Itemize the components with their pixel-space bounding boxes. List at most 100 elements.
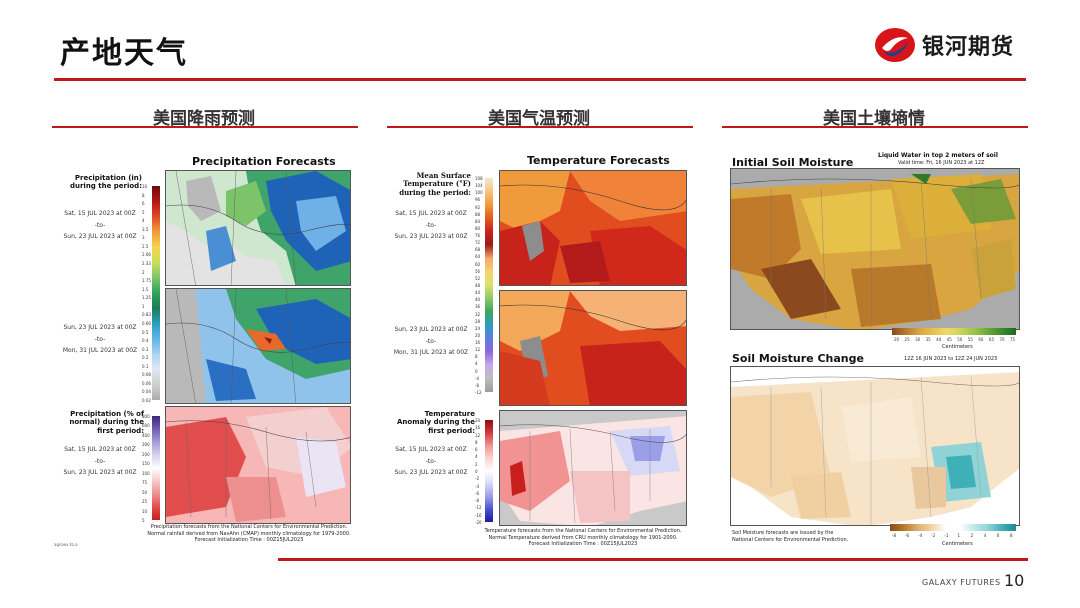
date-sep: -to-: [425, 457, 437, 465]
footer-brand: GALAXY FUTURES: [922, 578, 1001, 587]
colorbar-tick-label: -4: [918, 533, 923, 538]
company-logo: 银河期货: [874, 26, 1014, 64]
colorbar-tick-label: 20: [475, 332, 481, 338]
soil-footnote: Soil Moisture forecasts are issued by th…: [732, 530, 848, 543]
colorbar-tick-label: 44: [475, 290, 481, 296]
temp-anomaly-colorbar: [485, 420, 493, 522]
colorbar-tick-label: 600: [142, 423, 150, 429]
colorbar-tick-label: -16: [475, 512, 482, 518]
colorbar-tick-label: 5: [142, 518, 145, 523]
soil-valid-change: 12Z 16 JUN 2023 to 12Z 24 JUN 2023: [904, 356, 998, 362]
colorbar-tick-label: 0.02: [142, 398, 151, 403]
colorbar-tick-label: -8: [892, 533, 896, 538]
date-end: Mon, 31 JUL 2023 at 00Z: [62, 347, 138, 354]
precip-map-week2: [165, 288, 351, 404]
colorbar-tick-label: 8: [475, 439, 478, 445]
soil-map-change: [730, 366, 1020, 526]
colorbar-tick-label: 32: [475, 311, 481, 317]
colorbar-tick-label: 88: [475, 211, 481, 217]
colorbar-tick-label: 5: [142, 209, 145, 215]
date-end: Sun, 23 JUL 2023 at 00Z: [63, 233, 137, 240]
colorbar-tick-label: 2.33: [142, 261, 151, 267]
colorbar-tick-label: 0: [475, 469, 478, 474]
colorbar-tick-label: 72: [475, 240, 481, 246]
soil-title-change: Soil Moisture Change: [732, 352, 864, 365]
temp-period3: Sat, 15 JUL 2023 at 00Z -to- Sun, 23 JUL…: [389, 446, 473, 477]
colorbar-tick-label: 68: [475, 247, 481, 253]
colorbar-tick-label: 64: [475, 254, 481, 260]
column-divider-precip: [52, 126, 358, 128]
colorbar-tick-label: 36: [475, 304, 481, 310]
colorbar-tick-label: 0.1: [142, 363, 149, 369]
colorbar-tick-label: 3.5: [142, 226, 149, 232]
colorbar-tick-label: 12: [475, 347, 481, 353]
precip-period3: Sat, 15 JUL 2023 at 00Z -to- Sun, 23 JUL…: [58, 446, 142, 477]
colorbar-tick-label: 4: [475, 361, 478, 367]
temp-period2: Sun, 23 JUL 2023 at 00Z -to- Mon, 31 JUL…: [389, 326, 473, 357]
date-start: Sun, 23 JUL 2023 at 00Z: [63, 324, 137, 331]
footnote-line: Normal rainfall derived from NavAhn (CMA…: [147, 530, 351, 537]
footnote-line: Precipitation forecasts from the Nationa…: [150, 524, 348, 530]
colorbar-tick-label: 0: [475, 368, 478, 374]
colorbar-tick-label: 20: [894, 337, 900, 342]
colorbar-tick-label: 1.5: [142, 286, 149, 292]
colorbar-tick-label: 16: [475, 425, 481, 431]
date-sep: -to-: [94, 457, 106, 465]
colorbar-tick-label: 65: [988, 337, 994, 342]
colorbar-tick-label: -4: [475, 375, 479, 381]
colorbar-tick-label: 800: [142, 414, 150, 419]
date-start: Sat, 15 JUL 2023 at 00Z: [395, 446, 467, 453]
soil-colorbar-initial: [892, 328, 1016, 335]
footnote-line: Normal Temperature derived from CRU mont…: [488, 534, 678, 541]
colorbar-tick-label: 20: [475, 418, 481, 423]
column-divider-temp: [387, 126, 693, 128]
colorbar-tick-label: 28: [475, 318, 481, 324]
colorbar-tick-label: 300: [142, 442, 150, 448]
colorbar-tick-label: -12: [475, 390, 482, 395]
colorbar-tick-label: 0.04: [142, 389, 151, 395]
colorbar-tick-label: 1.25: [142, 295, 151, 301]
temp-anomaly-label: Temperature Anomaly during the first per…: [397, 410, 475, 435]
footnote-line: Soil Moisture forecasts are issued by th…: [732, 530, 834, 536]
colorbar-tick-label: 0.06: [142, 380, 151, 386]
soil-panel: Initial Soil Moisture Liquid Water in to…: [722, 148, 1028, 548]
colorbar-tick-label: 12: [475, 432, 481, 438]
colorbar-tick-label: 400: [142, 432, 150, 438]
precip-colorbar: [152, 186, 160, 400]
temp-footnote: Temperature forecasts from the National …: [473, 528, 693, 548]
colorbar-tick-label: 75: [1010, 337, 1016, 342]
date-start: Sat, 15 JUL 2023 at 00Z: [64, 210, 136, 217]
date-end: Sun, 23 JUL 2023 at 00Z: [394, 469, 468, 476]
temp-period1: Sat, 15 JUL 2023 at 00Z -to- Sun, 23 JUL…: [389, 210, 473, 241]
colorbar-tick-label: 0.2: [142, 355, 149, 361]
colorbar-tick-label: 1: [142, 303, 145, 309]
temp-panel: Temperature Forecasts Mean Surface Tempe…: [387, 148, 693, 548]
precip-footnote: Precipitation forecasts from the Nationa…: [142, 524, 356, 544]
colorbar-tick-label: 80: [475, 225, 481, 231]
colorbar-tick-label: 25: [904, 337, 910, 342]
temp-map-title: Temperature Forecasts: [527, 154, 670, 167]
colorbar-tick-label: 1.75: [142, 278, 151, 284]
footnote-line: National Centers for Environmental Predi…: [732, 536, 849, 543]
soil-header-initial: Liquid Water in top 2 meters of soil: [878, 152, 998, 159]
colorbar-tick-label: 0.66: [142, 320, 151, 326]
colorbar-tick-label: 1: [957, 533, 961, 538]
precip-map-title: Precipitation Forecasts: [192, 155, 336, 168]
colorbar-tick-label: 16: [475, 340, 481, 346]
colorbar-tick-label: 40: [936, 337, 942, 342]
colorbar-tick-label: 100: [142, 470, 150, 476]
date-sep: -to-: [94, 335, 106, 343]
colorbar-tick-label: 40: [475, 297, 481, 303]
colorbar-tick-label: 50: [142, 489, 148, 495]
logo-text: 银河期货: [922, 35, 1015, 60]
colorbar-tick-label: -6: [475, 490, 479, 496]
soil-colorbar-change: [890, 524, 1016, 531]
colorbar-tick-label: 2: [475, 461, 478, 467]
colorbar-tick-label: 150: [142, 461, 150, 467]
colorbar-tick-label: 92: [475, 204, 481, 210]
temp-legend-label: Mean Surface Temperature (°F) during the…: [399, 171, 471, 197]
precip-panel: Precipitation Forecasts Precipitation (i…: [52, 148, 358, 548]
colorbar-tick-label: 2.66: [142, 252, 151, 258]
precip-anomaly-colorbar: [152, 416, 160, 520]
footnote-line: Forecast Initialization Time : 00Z15JUL2…: [528, 541, 638, 547]
